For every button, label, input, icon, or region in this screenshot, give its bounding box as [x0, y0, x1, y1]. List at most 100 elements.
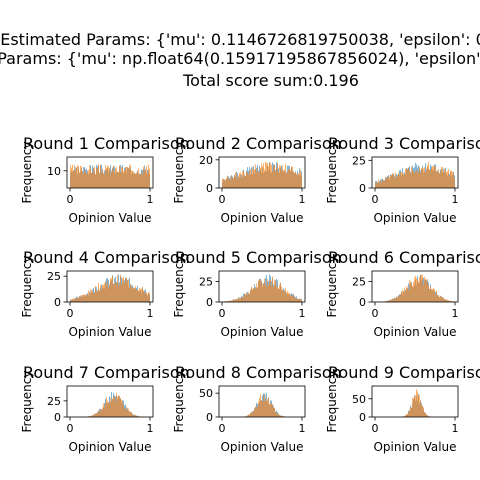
histogram-bar-b: [131, 412, 132, 417]
histogram-bar-b: [136, 289, 137, 302]
x-axis-label: Opinion Value: [373, 325, 456, 339]
histogram-bar-b: [80, 296, 81, 302]
subplot-round-1: Round 1 Comparison 0 1 10 Opinion Value Frequ…: [20, 134, 190, 225]
histogram-bar-b: [134, 288, 135, 302]
histogram-bar-b: [453, 172, 454, 188]
histogram-bar-b: [408, 412, 409, 417]
histogram-bar-b: [400, 172, 401, 188]
histogram-bar-b: [97, 411, 98, 417]
histogram-bar-b: [414, 172, 415, 188]
histogram-bar-b: [292, 295, 293, 302]
histogram-bar-b: [72, 299, 73, 302]
histogram-bar-b: [108, 166, 109, 188]
histogram-bar-b: [250, 169, 251, 188]
x-tick-label: 1: [452, 307, 459, 320]
histogram-bar-b: [261, 163, 262, 188]
x-axis-label: Opinion Value: [68, 440, 151, 454]
histogram-bar-b: [120, 172, 121, 188]
histogram-bar-b: [138, 168, 139, 188]
histogram-bar-b: [395, 298, 396, 302]
histogram-bar-b: [71, 167, 72, 188]
histogram-bar-b: [104, 406, 105, 417]
x-tick-label: 1: [299, 193, 306, 206]
histogram-bar-b: [394, 298, 395, 302]
histogram-bar-b: [435, 167, 436, 188]
histogram-bar-b: [393, 299, 394, 302]
histogram-bar-b: [117, 275, 118, 302]
histogram-bar-b: [405, 415, 406, 417]
histogram-bar-b: [84, 169, 85, 188]
histogram-bar-b: [122, 400, 123, 417]
histogram-bar-b: [135, 414, 136, 417]
histogram-bar-b: [134, 172, 135, 188]
histogram-bar-b: [251, 412, 252, 417]
histogram-bar-b: [123, 171, 124, 188]
histogram-bar-b: [301, 174, 302, 188]
histogram-bar-b: [273, 407, 274, 417]
histogram-bar-b: [418, 172, 419, 188]
histogram-bar-b: [410, 173, 411, 188]
histogram-bar-b: [401, 291, 402, 302]
histogram-bar-b: [73, 170, 74, 188]
x-tick-label: 1: [147, 307, 154, 320]
subplot-round-7: Round 7 Comparison 0 1 0 25 Opinion Value Freq…: [20, 363, 190, 454]
histogram-bar-b: [71, 299, 72, 302]
histogram-bar-b: [419, 277, 420, 302]
histogram-bar-b: [260, 280, 261, 302]
histogram-bar-b: [399, 295, 400, 302]
histogram-bar-b: [426, 279, 427, 302]
histogram-bar-b: [124, 408, 125, 417]
histogram-bar-b: [119, 396, 120, 417]
histogram-bar-b: [96, 413, 97, 417]
histogram-bar-b: [84, 294, 85, 302]
histogram-bar-b: [441, 296, 442, 302]
histogram-bar-b: [265, 283, 266, 302]
histogram-bar-b: [86, 295, 87, 302]
histogram-bar-b: [254, 409, 255, 417]
histogram-bar-b: [289, 293, 290, 302]
histogram-bar-b: [255, 288, 256, 302]
histogram-bar-b: [389, 300, 390, 302]
subplot-title: Round 7 Comparison: [23, 363, 190, 382]
histogram-bar-b: [437, 295, 438, 302]
subplot-title: Round 1 Comparison: [23, 134, 190, 153]
histogram-bar-b: [80, 165, 81, 188]
y-axis-label: Frequency: [325, 142, 339, 204]
histogram-bar-b: [240, 172, 241, 188]
y-axis-label: Frequency: [172, 142, 186, 204]
histogram-bar-b: [278, 172, 279, 188]
histogram-bar-b: [420, 172, 421, 188]
histogram-bar-b: [377, 183, 378, 188]
histogram-bar-b: [433, 165, 434, 188]
y-tick-label: 0: [359, 296, 366, 309]
histogram-bar-b: [227, 301, 228, 302]
histogram-bar-b: [449, 301, 450, 302]
y-tick-label: 0: [206, 182, 213, 195]
histogram-bar-b: [130, 284, 131, 302]
histogram-bar-b: [126, 406, 127, 417]
histogram-bar-b: [89, 416, 90, 417]
histogram-bar-b: [419, 166, 420, 188]
histogram-bar-b: [103, 403, 104, 417]
histogram-bar-b: [381, 182, 382, 188]
histogram-bar-b: [402, 173, 403, 188]
histogram-bar-b: [264, 278, 265, 302]
histogram-bar-b: [281, 169, 282, 188]
histogram-bar-b: [134, 415, 135, 417]
subplot-title: Round 6 Comparison: [328, 248, 480, 267]
histogram-bar-b: [85, 171, 86, 188]
histogram-bar-b: [408, 290, 409, 302]
histogram-bar-b: [290, 170, 291, 188]
histogram-bar-b: [432, 166, 433, 188]
histogram-bar-b: [230, 300, 231, 302]
histogram-bar-b: [91, 172, 92, 188]
histogram-bar-b: [139, 174, 140, 188]
histogram-bar-b: [259, 172, 260, 188]
histogram-bar-b: [131, 287, 132, 302]
x-axis-label: Opinion Value: [68, 325, 151, 339]
histogram-bar-b: [235, 299, 236, 302]
histogram-bar-b: [253, 288, 254, 302]
histogram-bar-b: [284, 290, 285, 302]
subplot-round-3: Round 3 Comparison 0 1 0 25 Opinion Value Freq…: [325, 134, 480, 225]
histogram-bar-b: [122, 278, 123, 302]
